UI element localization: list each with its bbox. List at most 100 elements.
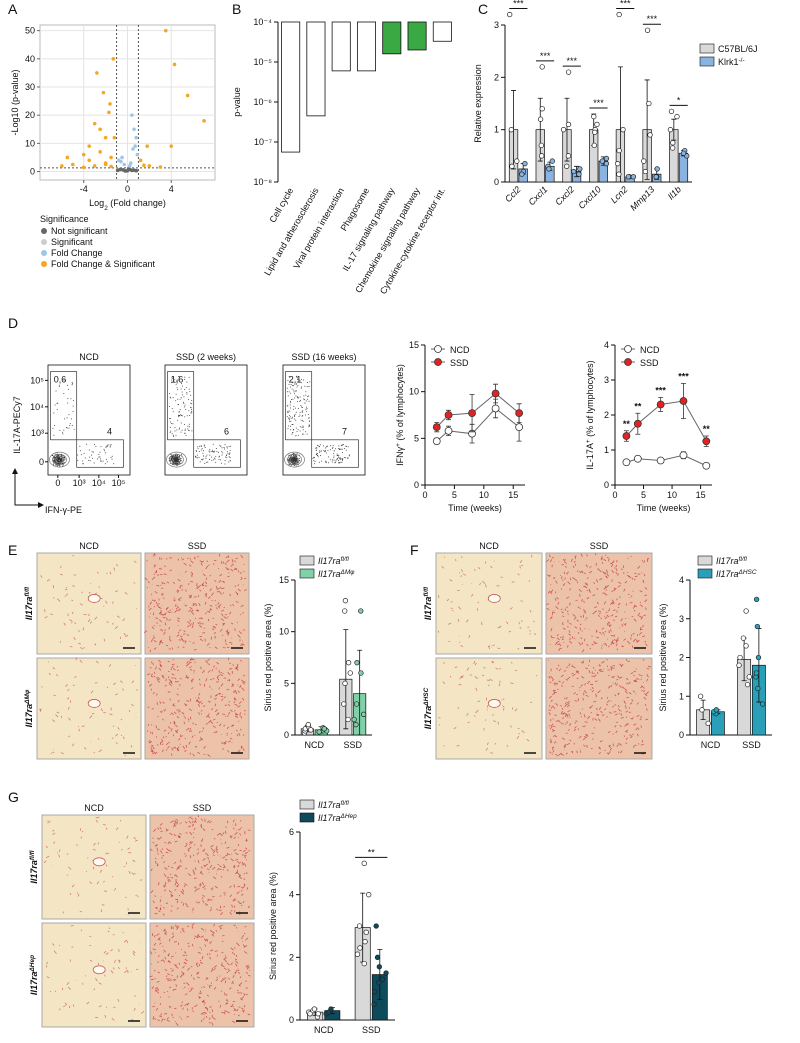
data-point [363, 929, 369, 935]
event-dot [82, 460, 84, 462]
tissue-fiber [163, 928, 166, 932]
event-dot [175, 435, 177, 437]
data-point [353, 722, 359, 728]
tissue-fiber [564, 712, 568, 715]
event-dot [295, 435, 297, 437]
event-dot [181, 383, 183, 385]
event-dot [99, 460, 101, 462]
vessel [487, 699, 501, 708]
tissue-fiber [228, 711, 231, 715]
tissue-fiber [569, 588, 571, 591]
tissue-fiber [213, 854, 215, 856]
event-dot [295, 427, 297, 429]
data-point [308, 727, 314, 733]
text-part: Klrk1 [718, 57, 739, 67]
tissue-fiber [474, 568, 476, 572]
event-dot [64, 458, 66, 460]
event-dot [289, 420, 291, 422]
y-tick-label: 1 [494, 125, 499, 135]
event-dot [327, 449, 329, 451]
density-contour [172, 456, 181, 463]
tissue-fiber [196, 585, 199, 588]
tissue-fiber [242, 885, 245, 889]
tissue-fiber [629, 734, 632, 737]
event-dot [302, 379, 304, 381]
tissue-fiber [67, 717, 71, 721]
tissue-fiber [233, 1008, 237, 1011]
tissue-fiber [599, 578, 603, 581]
event-dot [190, 394, 192, 396]
tissue-fiber [115, 827, 119, 831]
event-dot [177, 458, 179, 460]
tissue-fiber [100, 708, 104, 712]
tissue-fiber [173, 711, 177, 715]
event-dot [297, 461, 299, 463]
event-dot [175, 458, 177, 460]
tissue-fiber [152, 751, 156, 755]
tissue-fiber [589, 706, 591, 709]
tissue-fiber [227, 968, 230, 971]
tissue-fiber [579, 712, 582, 715]
tissue-fiber [52, 597, 55, 599]
tissue-fiber [607, 685, 611, 689]
tissue-fiber [156, 584, 160, 587]
tissue-fiber [187, 1002, 190, 1005]
data-point [130, 113, 134, 117]
tissue-fiber [546, 559, 549, 562]
event-dot [291, 458, 293, 460]
tissue-fiber [442, 681, 446, 685]
data-point [679, 451, 688, 460]
tissue-fiber [584, 683, 586, 686]
event-dot [298, 416, 300, 418]
tissue-fiber [161, 1018, 164, 1022]
tissue-fiber [167, 973, 171, 975]
tissue-fiber [231, 685, 233, 688]
event-dot [82, 462, 84, 464]
data-point [594, 121, 600, 128]
tissue-fiber [98, 1005, 102, 1008]
tissue-fiber [594, 606, 598, 609]
event-dot [111, 458, 113, 460]
text-part: Il17ra [29, 860, 39, 884]
event-dot [170, 457, 172, 459]
event-dot [340, 459, 342, 461]
column-title: SSD [193, 803, 212, 813]
tissue-fiber [229, 894, 232, 898]
tissue-fiber [159, 907, 162, 911]
event-dot [106, 445, 108, 447]
y-tick-label: 4 [604, 340, 609, 350]
event-dot [53, 434, 55, 436]
tissue-fiber [137, 895, 139, 898]
event-dot [341, 448, 343, 450]
tissue-fiber [188, 741, 191, 745]
event-dot [295, 419, 297, 421]
tissue-fiber [232, 898, 236, 902]
tissue-fiber [600, 557, 603, 561]
tissue-fiber [149, 975, 153, 978]
column-title: NCD [479, 541, 499, 551]
tissue-fiber [64, 588, 68, 591]
tissue-fiber [117, 998, 120, 1002]
tissue-fiber [162, 582, 166, 585]
tissue-fiber [223, 967, 227, 971]
event-dot [333, 459, 335, 461]
y-axis-label: -Log10 (p-value) [10, 69, 20, 135]
tissue-fiber [160, 740, 163, 744]
tissue-fiber [624, 690, 628, 694]
event-dot [175, 393, 177, 395]
data-point [362, 939, 368, 945]
tissue-fiber [63, 1005, 66, 1007]
tissue-fiber [166, 848, 170, 852]
event-dot [202, 450, 204, 452]
tissue-fiber [226, 734, 228, 736]
data-point [376, 964, 382, 970]
tissue-fiber [188, 846, 192, 850]
tissue-fiber [163, 883, 166, 887]
data-point [549, 158, 555, 164]
tissue-fiber [207, 596, 211, 599]
data-point [444, 426, 453, 435]
event-dot [342, 457, 344, 459]
tissue-fiber [111, 1017, 115, 1021]
event-dot [169, 396, 171, 398]
y-tick-label: 6 [289, 827, 294, 837]
